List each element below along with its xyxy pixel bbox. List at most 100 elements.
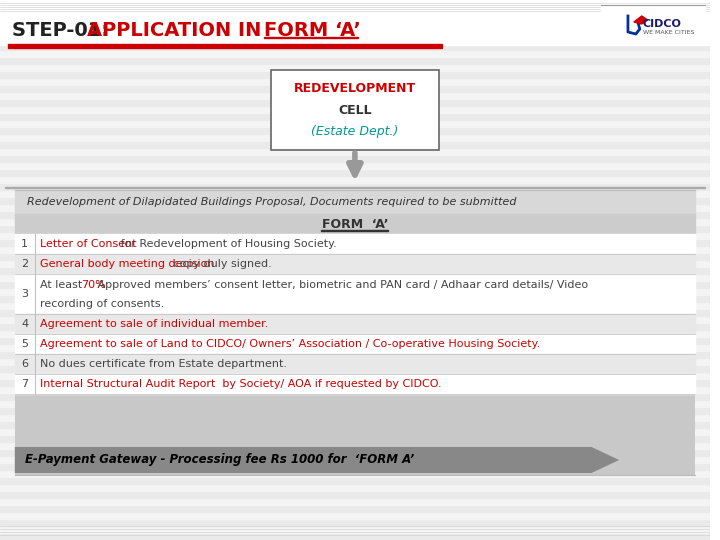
Bar [15,354,695,374]
Bar [0,155,710,162]
Text: Approved members’ consent letter, biometric and PAN card / Adhaar card details/ : Approved members’ consent letter, biomet… [94,280,588,290]
Bar [0,162,710,169]
Bar [0,0,710,1]
Bar [0,134,710,141]
Text: FORM ‘A’: FORM ‘A’ [264,21,361,39]
Bar [0,449,710,456]
Bar [0,386,710,393]
Bar [0,393,710,400]
Bar [15,314,695,334]
Bar [0,288,710,295]
Text: Agreement to sale of Land to CIDCO/ Owners’ Association / Co-operative Housing S: Agreement to sale of Land to CIDCO/ Owne… [40,339,541,349]
Bar [0,183,710,190]
Text: CELL: CELL [338,104,372,117]
Bar [0,505,710,512]
Bar [0,400,710,407]
Bar [0,274,710,281]
Bar [0,127,710,134]
Bar [0,491,710,498]
Text: Agreement to sale of individual member.: Agreement to sale of individual member. [40,319,269,329]
Bar [0,351,710,358]
Bar [0,309,710,316]
Bar [0,302,710,309]
Text: Internal Structural Audit Report  by Society/ AOA if requested by CIDCO.: Internal Structural Audit Report by Soci… [40,379,442,389]
Bar [0,113,710,120]
Text: At least: At least [40,280,86,290]
Bar [8,44,441,48]
Text: FORM  ‘A’: FORM ‘A’ [322,218,388,231]
Bar [0,337,710,344]
Bar [0,435,710,442]
Text: 2: 2 [21,259,28,269]
Bar [0,316,710,323]
Bar [0,71,710,78]
Bar [0,421,710,428]
Bar [0,225,710,232]
Bar [0,106,710,113]
Bar [0,456,710,463]
Bar [0,484,710,491]
Bar [0,295,710,302]
Bar [321,230,388,231]
Bar [0,190,710,197]
Bar [15,190,695,214]
Bar [0,211,710,218]
Bar [0,232,710,239]
Bar [15,274,695,314]
FancyBboxPatch shape [271,70,438,150]
Bar [0,50,710,57]
Bar [0,64,710,71]
Bar [0,15,710,22]
Bar [15,234,695,254]
Bar [15,214,695,234]
Bar [0,29,710,36]
Bar [0,197,710,204]
Bar [0,120,710,127]
Bar [0,414,710,421]
Bar [5,186,705,188]
Text: 5: 5 [21,339,28,349]
Text: General body meeting decision: General body meeting decision [40,259,215,269]
Bar [0,463,710,470]
Text: 3: 3 [21,289,28,299]
Bar [0,43,710,50]
Bar [601,4,705,44]
Bar [0,78,710,85]
Bar [0,526,710,533]
Text: recording of consents.: recording of consents. [40,299,165,309]
Bar [0,323,710,330]
Bar [0,57,710,64]
Bar [0,253,710,260]
Text: E-Payment Gateway - Processing fee Rs 1000 for  ‘FORM A’: E-Payment Gateway - Processing fee Rs 10… [24,454,414,467]
Polygon shape [634,16,648,24]
Bar [0,442,710,449]
Bar [0,281,710,288]
Bar [0,477,710,484]
Bar [0,379,710,386]
Bar [0,260,710,267]
Text: CIDCO: CIDCO [643,19,682,29]
Bar [0,0,710,45]
Text: 7: 7 [21,379,28,389]
Bar [0,92,710,99]
Bar [0,519,710,526]
Bar [0,85,710,92]
Text: Redevelopment of Dilapidated Buildings Proposal, Documents required to be submit: Redevelopment of Dilapidated Buildings P… [27,197,516,207]
Bar [15,254,695,274]
Bar [15,190,695,475]
Text: copy duly signed.: copy duly signed. [171,259,272,269]
Text: REDEVELOPMENT: REDEVELOPMENT [294,82,416,94]
Text: WE MAKE CITIES: WE MAKE CITIES [643,30,694,35]
Bar [0,407,710,414]
Bar [0,218,710,225]
Bar [0,344,710,351]
Bar [0,1,710,8]
Text: Letter of Consent: Letter of Consent [40,239,137,249]
Bar [0,204,710,211]
Text: 70%: 70% [81,280,106,290]
Bar [0,267,710,274]
Bar [0,498,710,505]
Bar [0,372,710,379]
Bar [0,36,710,43]
Bar [0,330,710,337]
